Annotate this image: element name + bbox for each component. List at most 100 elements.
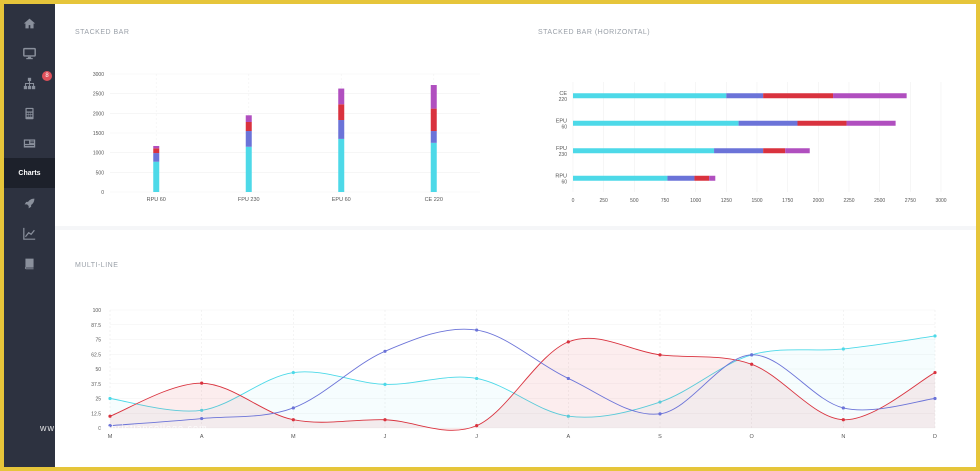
y-tick-label: 62.5 (91, 352, 101, 358)
bar-segment (430, 85, 437, 109)
x-tick-label: M (291, 434, 296, 440)
data-point (200, 381, 204, 385)
bar-segment (153, 145, 160, 149)
y-tick-label: 12.5 (91, 411, 101, 417)
data-point (933, 396, 937, 401)
data-point (841, 418, 845, 422)
horizontal-bar-chart: 0 250 500 750 1000 1250 1500 1750 2000 2250 2500 27… (555, 82, 947, 204)
data-point (108, 396, 112, 401)
data-point (841, 406, 845, 410)
y-tick-label: 2000 (93, 111, 104, 117)
data-point (383, 418, 387, 422)
data-point (475, 424, 479, 428)
y-tick-label: 60 (561, 124, 567, 130)
sidebar-item-docs[interactable] (4, 248, 55, 278)
bar-segment (785, 148, 810, 154)
bar-segment (714, 148, 764, 154)
x-tick-label: M (108, 434, 113, 440)
bar-segment (833, 93, 907, 99)
x-tick-label: S (658, 434, 662, 440)
bar-segment (763, 148, 786, 154)
sidebar-item-label: Charts (18, 169, 41, 177)
y-tick-label: 100 (93, 308, 102, 314)
x-tick-label: RPU 60 (147, 197, 166, 203)
home-icon (23, 18, 36, 28)
data-point (933, 334, 937, 338)
x-tick-label: D (933, 434, 937, 440)
series-line (109, 337, 936, 431)
stacked-bar-panel: STACKED BAR 0 500 1000 1500 2000 2500 3000 RPU … (55, 4, 518, 226)
data-point (108, 414, 112, 418)
x-tick-label: N (841, 434, 845, 440)
sidebar-item-monitor[interactable] (4, 38, 55, 68)
x-tick-label: 2500 (874, 198, 885, 204)
bar-segment (245, 121, 252, 132)
series-area (110, 335, 935, 428)
y-tick-label: 2500 (93, 92, 104, 98)
data-point (291, 370, 295, 375)
sidebar-item-home[interactable] (4, 8, 55, 38)
data-point (933, 370, 937, 375)
data-point (108, 424, 112, 428)
data-point (291, 406, 295, 410)
bar-segment (694, 175, 710, 181)
bar-segment (338, 88, 345, 105)
data-point (841, 347, 845, 351)
sidebar-item-calculator[interactable] (4, 98, 55, 128)
x-tick-label: J (475, 434, 478, 440)
y-tick-label: CE (559, 91, 567, 97)
multi-line-panel: MULTI-LINE 0 12.5 25 37.5 50 62.5 75 87.5 100 M A M… (55, 230, 976, 467)
y-tick-label: 3000 (93, 72, 104, 78)
data-point (200, 408, 204, 412)
y-tick-label: 87.5 (91, 323, 101, 329)
x-tick-label: 1250 (721, 198, 732, 204)
y-tick-label: FPU (556, 146, 567, 152)
x-tick-label: 2250 (843, 198, 854, 204)
book-icon (24, 258, 34, 269)
watermark-text: www.heritagechristiancollege.com (40, 423, 208, 433)
panel-title: STACKED BAR (75, 29, 130, 36)
data-point (475, 376, 479, 381)
data-point (383, 349, 387, 353)
data-point (750, 362, 754, 366)
data-point (475, 328, 479, 332)
bar-segment (430, 108, 437, 132)
bar-segment (738, 120, 798, 126)
sidebar-item-analytics[interactable] (4, 218, 55, 248)
line-chart-icon (23, 227, 36, 240)
y-tick-label: 0 (101, 190, 104, 196)
panel-title: STACKED BAR (HORIZONTAL) (538, 29, 651, 36)
x-tick-label: 250 (599, 198, 608, 204)
bar-segment (153, 153, 160, 162)
sidebar-item-rocket[interactable] (4, 188, 55, 218)
x-tick-label: 1750 (782, 198, 793, 204)
data-point (200, 416, 204, 421)
data-point (658, 353, 662, 357)
bar-segment (797, 120, 847, 126)
x-tick-label: CE 220 (425, 197, 443, 203)
rocket-icon (24, 198, 35, 208)
x-tick-label: J (384, 434, 387, 440)
x-tick-label: EPU 60 (332, 197, 351, 203)
data-point (566, 340, 570, 344)
data-point (658, 400, 662, 404)
y-tick-label: 60 (561, 179, 567, 185)
sidebar-item-sitemap[interactable] (4, 68, 55, 98)
y-tick-label: 230 (559, 152, 568, 158)
x-tick-label: 1500 (751, 198, 762, 204)
bar-segment (846, 120, 896, 126)
bar-segment (573, 148, 715, 154)
sidebar-item-news[interactable] (4, 128, 55, 158)
x-tick-label: 0 (572, 198, 575, 204)
newspaper-icon (23, 138, 36, 148)
y-tick-label: 1000 (93, 151, 104, 157)
bar-segment (153, 148, 160, 154)
data-point (750, 353, 754, 357)
panel-title: MULTI-LINE (75, 262, 119, 269)
x-tick-label: 750 (661, 198, 670, 204)
x-tick-label: 2750 (905, 198, 916, 204)
x-tick-label: FPU 230 (238, 197, 260, 203)
bar-segment (338, 138, 345, 192)
sidebar-item-charts[interactable]: Charts (4, 158, 55, 188)
data-point (566, 376, 570, 381)
